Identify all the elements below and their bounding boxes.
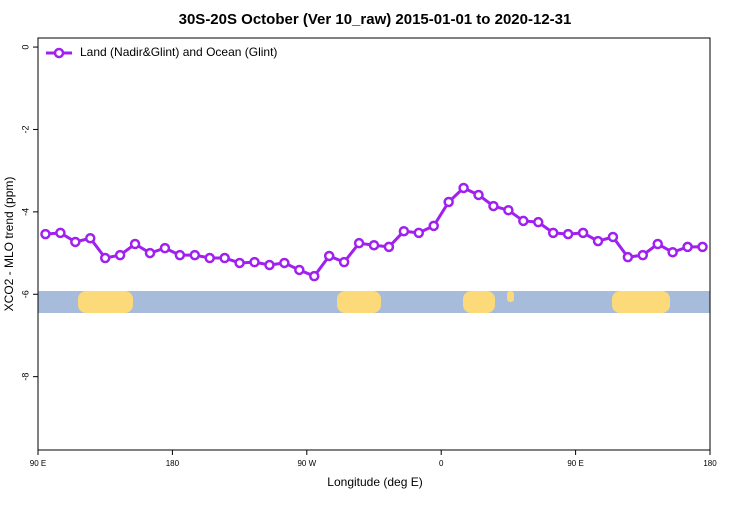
data-point [129, 238, 141, 250]
data-point [473, 189, 484, 201]
data-point [413, 227, 425, 239]
land-ocean-mask [38, 291, 710, 313]
data-point [368, 239, 380, 251]
data-point [338, 256, 350, 268]
data-point [398, 225, 410, 237]
data-point [264, 259, 275, 271]
x-tick-label: 90 E [567, 459, 583, 468]
y-tick-label: -8 [20, 373, 30, 381]
land-patch [507, 291, 514, 302]
data-point [652, 238, 663, 250]
y-axis-label: XCO2 - MLO trend (ppm) [2, 177, 16, 312]
land-patch [337, 291, 381, 313]
data-point [174, 249, 186, 261]
data-point [219, 252, 230, 264]
data-point [70, 236, 81, 248]
data-point [144, 247, 156, 259]
data-point [204, 252, 215, 264]
data-point [622, 251, 634, 263]
y-tick-label: -4 [20, 208, 30, 216]
x-tick-label: 180 [166, 459, 180, 468]
data-point [249, 256, 260, 268]
data-point [428, 220, 439, 232]
data-point [547, 227, 559, 239]
legend-marker [53, 47, 65, 59]
data-point [682, 241, 693, 253]
chart-title: 30S-20S October (Ver 10_raw) 2015-01-01 … [179, 11, 572, 28]
y-tick-label: 0 [20, 45, 30, 50]
data-point [40, 228, 51, 240]
y-tick-label: -6 [20, 290, 30, 298]
data-point [488, 200, 499, 212]
data-point [592, 235, 604, 247]
data-point [99, 252, 111, 264]
data-point [697, 241, 708, 253]
data-point [114, 249, 126, 261]
data-point [159, 242, 171, 254]
series-line [45, 186, 703, 278]
data-point [518, 215, 529, 227]
data-point [234, 257, 245, 269]
x-axis-label: Longitude (deg E) [327, 475, 422, 489]
data-point [637, 249, 649, 261]
data-point [533, 216, 544, 228]
data-point [577, 227, 589, 239]
x-tick-label: 0 [439, 459, 444, 468]
data-point [189, 249, 201, 261]
data-point [85, 232, 96, 244]
data-point [607, 231, 619, 243]
data-point [294, 264, 305, 276]
plot-frame [37, 37, 711, 451]
land-patch [78, 291, 133, 313]
data-point [562, 228, 574, 240]
data-point [443, 196, 454, 208]
data-point [383, 241, 395, 253]
x-tick-label: 90 E [30, 459, 46, 468]
x-tick-label: 180 [703, 459, 717, 468]
data-point [323, 250, 335, 262]
legend-label: Land (Nadir&Glint) and Ocean (Glint) [80, 45, 277, 59]
land-patch [612, 291, 670, 313]
data-point [667, 246, 678, 258]
data-point [353, 237, 365, 249]
data-point [503, 204, 514, 216]
data-point [309, 270, 320, 282]
data-point [55, 227, 66, 239]
data-point [458, 182, 469, 194]
land-patch [463, 291, 495, 313]
data-point [279, 257, 290, 269]
x-tick-label: 90 W [297, 459, 316, 468]
y-tick-label: -2 [20, 125, 30, 133]
